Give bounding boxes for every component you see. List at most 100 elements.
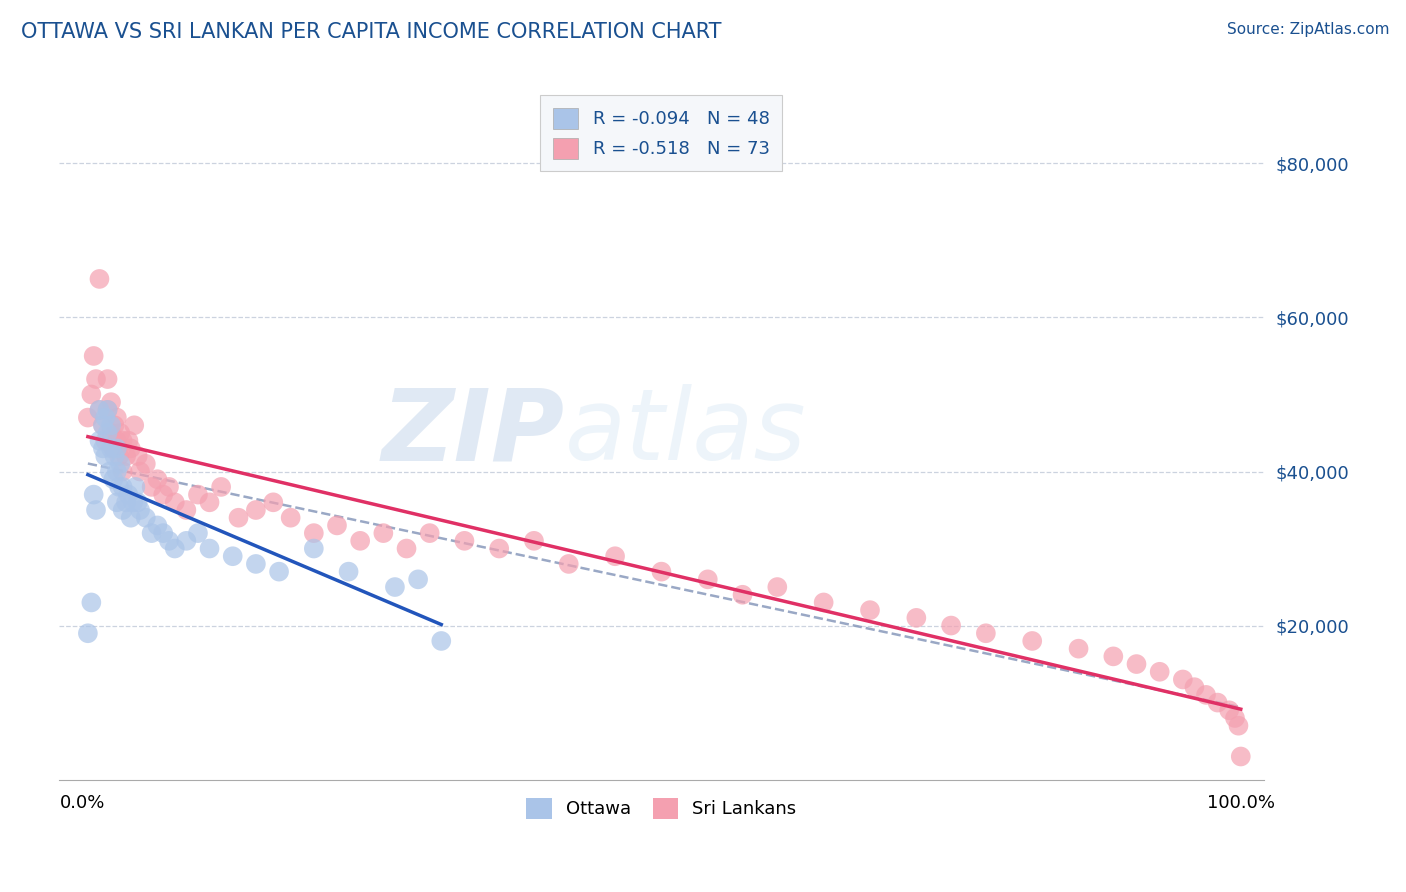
Point bbox=[103, 472, 125, 486]
Point bbox=[337, 565, 360, 579]
Point bbox=[80, 387, 103, 401]
Point bbox=[430, 634, 453, 648]
Legend: Ottawa, Sri Lankans: Ottawa, Sri Lankans bbox=[512, 783, 811, 833]
Point bbox=[100, 395, 122, 409]
Point bbox=[141, 480, 163, 494]
Point bbox=[349, 533, 371, 548]
Point bbox=[650, 565, 672, 579]
Point bbox=[302, 541, 325, 556]
Point bbox=[326, 518, 349, 533]
Point bbox=[245, 557, 267, 571]
Point bbox=[905, 611, 928, 625]
Point bbox=[523, 533, 546, 548]
Point bbox=[262, 495, 284, 509]
Point bbox=[108, 449, 131, 463]
Point bbox=[105, 434, 128, 448]
Point bbox=[198, 495, 221, 509]
Point bbox=[1218, 703, 1240, 717]
Point bbox=[91, 418, 114, 433]
Point bbox=[603, 549, 626, 564]
Point bbox=[373, 526, 395, 541]
Point bbox=[120, 510, 142, 524]
Point bbox=[1067, 641, 1090, 656]
Point bbox=[129, 503, 152, 517]
Point bbox=[245, 503, 267, 517]
Point bbox=[280, 510, 302, 524]
Point bbox=[176, 503, 198, 517]
Point bbox=[110, 457, 132, 471]
Point bbox=[696, 572, 718, 586]
Point bbox=[1171, 673, 1194, 687]
Point bbox=[419, 526, 441, 541]
Text: atlas: atlas bbox=[565, 384, 807, 482]
Point bbox=[97, 425, 120, 440]
Point bbox=[94, 449, 117, 463]
Point bbox=[105, 410, 128, 425]
Point bbox=[80, 595, 103, 609]
Point bbox=[124, 480, 146, 494]
Point bbox=[115, 449, 138, 463]
Point bbox=[105, 442, 128, 456]
Point bbox=[157, 480, 180, 494]
Point bbox=[267, 565, 290, 579]
Point bbox=[120, 442, 142, 456]
Text: ZIP: ZIP bbox=[382, 384, 565, 482]
Point bbox=[453, 533, 475, 548]
Point bbox=[384, 580, 406, 594]
Text: OTTAWA VS SRI LANKAN PER CAPITA INCOME CORRELATION CHART: OTTAWA VS SRI LANKAN PER CAPITA INCOME C… bbox=[21, 22, 721, 42]
Point bbox=[228, 510, 250, 524]
Point bbox=[89, 403, 111, 417]
Point bbox=[111, 465, 134, 479]
Point bbox=[91, 442, 114, 456]
Point bbox=[141, 526, 163, 541]
Point bbox=[115, 495, 138, 509]
Point bbox=[1223, 711, 1246, 725]
Point bbox=[1125, 657, 1147, 671]
Point bbox=[302, 526, 325, 541]
Point bbox=[103, 449, 125, 463]
Point bbox=[94, 434, 117, 448]
Point bbox=[89, 434, 111, 448]
Point bbox=[395, 541, 418, 556]
Point bbox=[83, 349, 105, 363]
Point bbox=[105, 465, 128, 479]
Point bbox=[766, 580, 789, 594]
Point bbox=[84, 372, 107, 386]
Point bbox=[146, 472, 169, 486]
Point bbox=[1227, 719, 1250, 733]
Text: Source: ZipAtlas.com: Source: ZipAtlas.com bbox=[1226, 22, 1389, 37]
Point bbox=[1206, 696, 1229, 710]
Point bbox=[163, 541, 186, 556]
Point bbox=[117, 434, 139, 448]
Point bbox=[731, 588, 754, 602]
Point bbox=[94, 410, 117, 425]
Point bbox=[77, 626, 100, 640]
Point bbox=[105, 495, 128, 509]
Point bbox=[1184, 680, 1206, 694]
Point bbox=[813, 595, 835, 609]
Point bbox=[135, 510, 157, 524]
Point bbox=[488, 541, 510, 556]
Point bbox=[859, 603, 882, 617]
Point bbox=[100, 418, 122, 433]
Point bbox=[108, 480, 131, 494]
Point bbox=[1149, 665, 1171, 679]
Point bbox=[187, 526, 209, 541]
Point bbox=[974, 626, 997, 640]
Point bbox=[103, 442, 125, 456]
Point bbox=[111, 480, 134, 494]
Point bbox=[122, 418, 145, 433]
Point bbox=[127, 495, 149, 509]
Point bbox=[187, 487, 209, 501]
Point bbox=[222, 549, 245, 564]
Point bbox=[939, 618, 962, 632]
Point bbox=[110, 425, 132, 440]
Point bbox=[111, 503, 134, 517]
Point bbox=[152, 487, 174, 501]
Point bbox=[157, 533, 180, 548]
Point bbox=[1195, 688, 1218, 702]
Point bbox=[89, 403, 111, 417]
Point bbox=[1021, 634, 1043, 648]
Point bbox=[97, 403, 120, 417]
Point bbox=[100, 425, 122, 440]
